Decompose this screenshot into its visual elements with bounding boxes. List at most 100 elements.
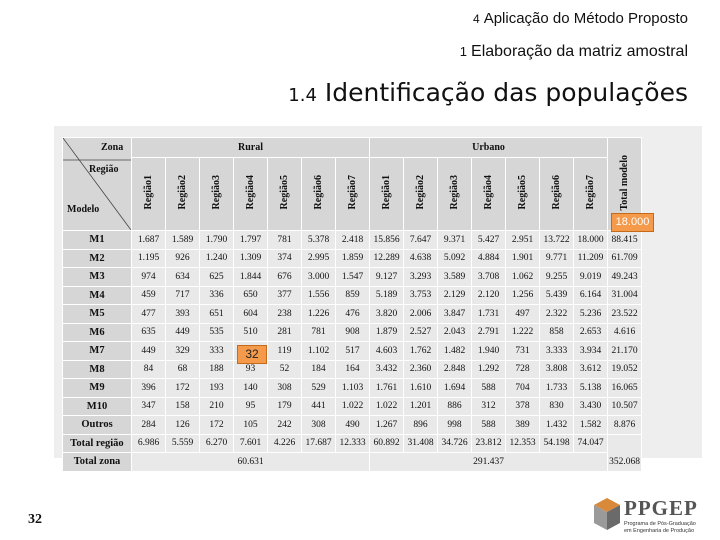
- table-cell: 3.753: [403, 285, 438, 305]
- table-cell: 1.940: [471, 341, 506, 361]
- table-cell: 2.120: [471, 285, 506, 305]
- table-row: M1 1.687 1.589 1.790 1.797 781 5.378 2.418 15.85…: [62, 230, 642, 250]
- table-cell: 1.859: [335, 248, 370, 268]
- table-cell: 974: [131, 267, 166, 287]
- table-cell: 172: [199, 415, 234, 435]
- region-header-4: Região5: [267, 157, 302, 231]
- table-cell: 1.195: [131, 248, 166, 268]
- table-cell: 4.884: [471, 248, 506, 268]
- region-header-12: Região6: [539, 157, 574, 231]
- table-cell: 10.507: [607, 396, 642, 416]
- section-heading: 4 Aplicação do Método Proposto: [473, 10, 688, 27]
- table-cell: 1.901: [505, 248, 540, 268]
- section-title: Aplicação do Método Proposto: [483, 10, 688, 27]
- table-cell: 459: [131, 285, 166, 305]
- table-cell: 728: [505, 359, 540, 379]
- table-cell: 8.876: [607, 415, 642, 435]
- table-cell: 858: [539, 322, 574, 342]
- table-cell: 1.731: [471, 304, 506, 324]
- table-cell: 2.418: [335, 230, 370, 250]
- region-header-1: Região2: [165, 157, 200, 231]
- row-label: M1: [62, 230, 132, 250]
- region-header-label: Região5: [279, 175, 290, 210]
- table-cell: 1.103: [335, 378, 370, 398]
- table-cell: 158: [165, 396, 200, 416]
- table-cell: 3.589: [437, 267, 472, 287]
- table-cell: 2.360: [403, 359, 438, 379]
- table-cell: 1.761: [369, 378, 404, 398]
- row-label: M8: [62, 359, 132, 379]
- table-cell: 1.256: [505, 285, 540, 305]
- region-header-label: Região4: [245, 175, 256, 210]
- table-cell: 5.559: [165, 433, 200, 453]
- table-cell: 859: [335, 285, 370, 305]
- table-cell: 717: [165, 285, 200, 305]
- zone-header-rural: Rural: [131, 137, 370, 158]
- table-cell: 926: [165, 248, 200, 268]
- table-cell: 6.986: [131, 433, 166, 453]
- table-cell: 588: [471, 415, 506, 435]
- table-row: M6 635 449 535 510 281 781 908 1.879 2.527 2.043 2.…: [62, 322, 642, 342]
- table-cell: 651: [199, 304, 234, 324]
- grand-total: 352.068: [607, 433, 642, 472]
- table-cell: 3.934: [573, 341, 608, 361]
- table-cell: 908: [335, 322, 370, 342]
- region-header-label: Região6: [551, 175, 562, 210]
- row-label: M3: [62, 267, 132, 287]
- population-table: Zona Região Modelo Rural Urbano Total mo…: [62, 137, 642, 472]
- table-cell: 1.102: [301, 341, 336, 361]
- table-cell: 517: [335, 341, 370, 361]
- table-cell: 54.198: [539, 433, 574, 453]
- table-cell: 1.222: [505, 322, 540, 342]
- table-cell: 1.201: [403, 396, 438, 416]
- table-cell: 704: [505, 378, 540, 398]
- table-cell: 88.415: [607, 230, 642, 250]
- table-cell: 281: [267, 322, 302, 342]
- row-label: M2: [62, 248, 132, 268]
- table-row: M9 396 172 193 140 308 529 1.103 1.761 1.610 1.694…: [62, 378, 642, 398]
- table-cell: 172: [165, 378, 200, 398]
- table-cell: 5.236: [573, 304, 608, 324]
- table-cell: 2.006: [403, 304, 438, 324]
- table-cell: 15.856: [369, 230, 404, 250]
- table-cell: 9.371: [437, 230, 472, 250]
- table-cell: 60.892: [369, 433, 404, 453]
- callout-32: 32: [237, 345, 267, 364]
- region-header-label: Região3: [211, 175, 222, 210]
- region-header-label: Região7: [347, 175, 358, 210]
- table-cell: 389: [505, 415, 540, 435]
- table-cell: 3.612: [573, 359, 608, 379]
- table-cell: 1.062: [505, 267, 540, 287]
- table-cell: 2.791: [471, 322, 506, 342]
- table-cell: 3.847: [437, 304, 472, 324]
- region-header-label: Região1: [143, 175, 154, 210]
- table-cell: 1.547: [335, 267, 370, 287]
- callout-18000: 18.000: [611, 213, 654, 232]
- table-cell: 5.092: [437, 248, 472, 268]
- table-cell: 164: [335, 359, 370, 379]
- region-header-9: Região3: [437, 157, 472, 231]
- table-cell: 93: [233, 359, 268, 379]
- page-title-number: 1.4: [288, 85, 317, 106]
- table-cell: 31.004: [607, 285, 642, 305]
- table-cell: 16.065: [607, 378, 642, 398]
- row-label: Total zona: [62, 452, 132, 472]
- table-cell: 21.170: [607, 341, 642, 361]
- region-header-7: Região1: [369, 157, 404, 231]
- table-cell: 61.709: [607, 248, 642, 268]
- table-cell: 347: [131, 396, 166, 416]
- table-row: M3 974 634 625 1.844 676 3.000 1.547 9.127 3.293 3…: [62, 267, 642, 287]
- table-cell: 105: [233, 415, 268, 435]
- region-header-3: Região4: [233, 157, 268, 231]
- table-cell: 3.708: [471, 267, 506, 287]
- table-cell: 396: [131, 378, 166, 398]
- table-cell: 529: [301, 378, 336, 398]
- table-cell: 477: [131, 304, 166, 324]
- table-cell: 1.292: [471, 359, 506, 379]
- table-cell: 1.694: [437, 378, 472, 398]
- table-cell: 1.482: [437, 341, 472, 361]
- table-cell: 1.432: [539, 415, 574, 435]
- subsection-title: Elaboração da matriz amostral: [471, 43, 688, 60]
- table-cell: 6.164: [573, 285, 608, 305]
- region-header-13: Região7: [573, 157, 608, 231]
